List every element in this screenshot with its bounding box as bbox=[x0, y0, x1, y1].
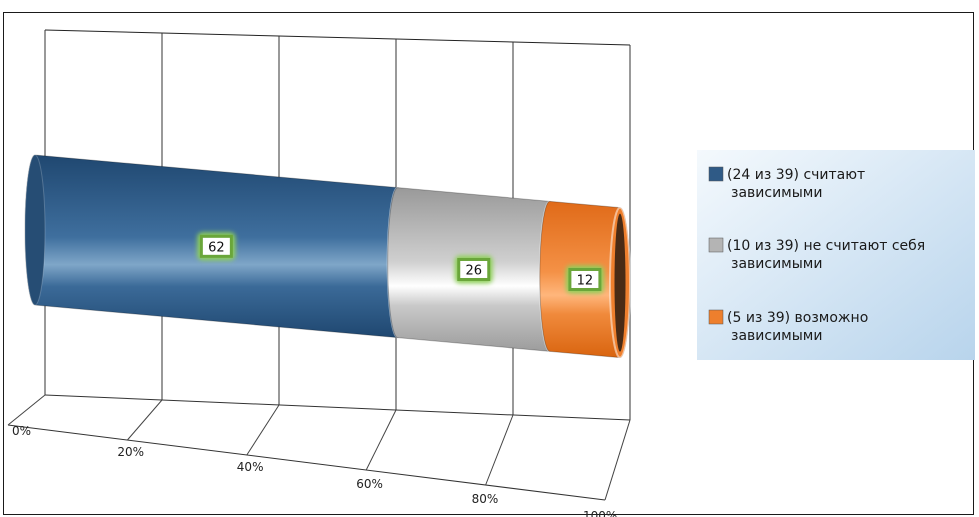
data-label-box bbox=[457, 257, 491, 281]
data-label-text: 12 bbox=[577, 273, 594, 288]
legend-label: (24 из 39) считают bbox=[727, 167, 865, 183]
floor-depth-line-4 bbox=[485, 414, 514, 486]
x-tick-label: 60% bbox=[356, 477, 383, 491]
x-tick-label: 80% bbox=[472, 492, 499, 506]
data-label-text: 26 bbox=[465, 263, 482, 278]
data-label-2: 12 bbox=[565, 265, 604, 294]
legend-label: зависимыми bbox=[731, 185, 822, 201]
floor-back-edge bbox=[44, 394, 631, 421]
data-label-0: 62 bbox=[197, 232, 236, 261]
legend-entry-1: (10 из 39) не считают себя зависимыми bbox=[708, 237, 925, 272]
floor-depth-line-3 bbox=[365, 409, 397, 471]
legend-swatch bbox=[708, 166, 724, 182]
data-label-text: 62 bbox=[208, 240, 225, 255]
legend-label: (10 из 39) не считают себя bbox=[727, 238, 925, 254]
x-tick-label: 100% bbox=[583, 509, 617, 517]
x-tick-label: 0% bbox=[12, 424, 31, 438]
data-label-box bbox=[199, 234, 233, 258]
bar-start-cap bbox=[24, 154, 46, 306]
floor-depth-line-0 bbox=[7, 394, 46, 426]
back-wall-top-edge bbox=[44, 29, 631, 46]
legend-entry-2: (5 из 39) возможно зависимыми bbox=[708, 309, 868, 344]
data-label-box bbox=[568, 267, 602, 291]
floor-depth-line-5 bbox=[604, 419, 631, 501]
floor-depth-line-1 bbox=[127, 399, 163, 441]
legend-label: (5 из 39) возможно bbox=[727, 310, 868, 326]
x-tick-label: 20% bbox=[117, 445, 144, 459]
x-axis: 0% 20% 40% 60% 80% 100% bbox=[7, 394, 631, 517]
floor-depth-line-2 bbox=[246, 404, 280, 456]
legend-label: зависимыми bbox=[731, 256, 822, 272]
legend-label: зависимыми bbox=[731, 328, 822, 344]
legend-box bbox=[697, 150, 975, 360]
x-tick-label: 40% bbox=[237, 460, 264, 474]
floor-front-edge bbox=[7, 424, 606, 501]
bar-last-cap-inner bbox=[614, 213, 626, 352]
data-label-1: 26 bbox=[454, 255, 493, 284]
bars bbox=[24, 154, 631, 359]
data-labels: 62 26 12 bbox=[197, 232, 604, 294]
legend-swatch bbox=[708, 309, 724, 325]
legend-swatch bbox=[708, 237, 724, 253]
legend-entry-0: (24 из 39) считают зависимыми bbox=[708, 166, 865, 201]
